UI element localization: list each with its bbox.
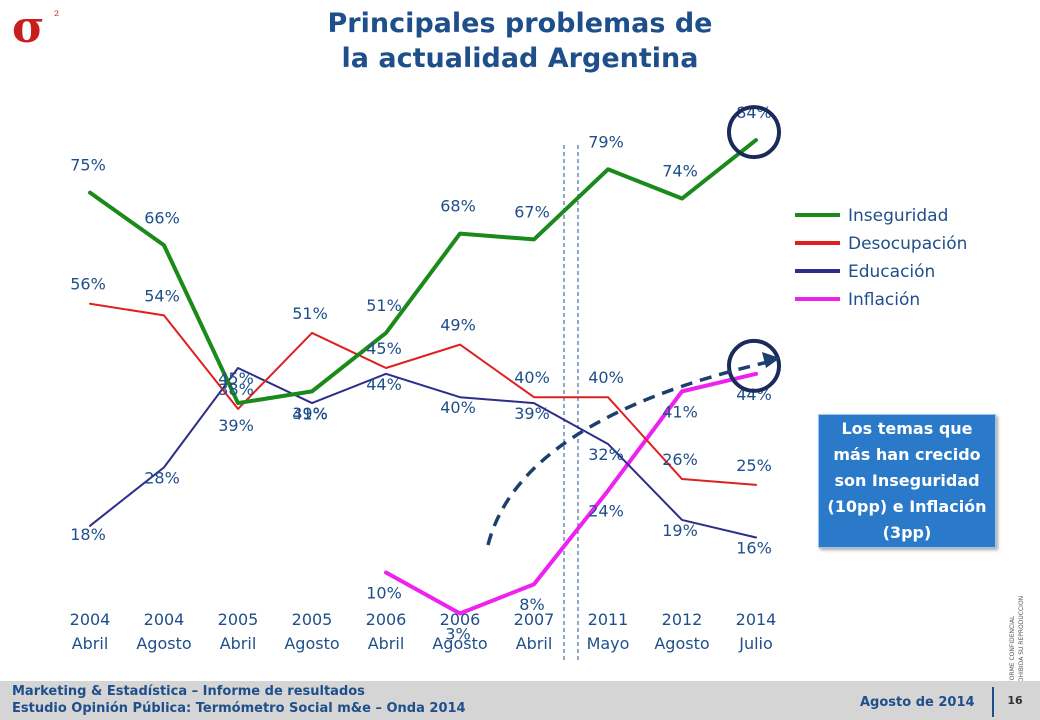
x-tick-year: 2014 <box>736 610 777 629</box>
data-label: 51% <box>366 296 402 315</box>
legend-label-inflación: Inflación <box>848 290 920 310</box>
x-tick-year: 2004 <box>144 610 185 629</box>
legend-label-desocupación: Desocupación <box>848 234 967 254</box>
title-line-2: la actualidad Argentina <box>341 43 699 74</box>
data-label: 75% <box>70 156 106 175</box>
x-tick-year: 2006 <box>366 610 407 629</box>
footer-date: Agosto de 2014 <box>860 695 975 710</box>
footer-divider <box>992 687 994 717</box>
data-label: 40% <box>440 398 476 417</box>
page-number: 16 <box>1007 694 1023 707</box>
data-label: 38% <box>218 380 254 399</box>
page-title: Principales problemas de la actualidad A… <box>240 6 800 76</box>
data-label: 19% <box>662 521 698 540</box>
data-label: 3% <box>445 624 470 643</box>
growth-arrow-head <box>762 352 780 368</box>
title-line-1: Principales problemas de <box>327 8 713 39</box>
data-label: 28% <box>144 468 180 487</box>
x-tick-year: 2012 <box>662 610 703 629</box>
data-label: 39% <box>514 404 550 423</box>
x-tick-year: 2004 <box>70 610 111 629</box>
data-label: 54% <box>144 286 180 305</box>
highlight-circle <box>727 105 781 160</box>
confidential-line-2: PROHIBIDA SU REPRODUCCION <box>1018 595 1025 690</box>
data-label: 45% <box>366 339 402 358</box>
data-label: 66% <box>144 208 180 227</box>
data-label: 51% <box>292 304 328 323</box>
confidential-line-1: INFORME CONFIDENCIAL <box>1009 615 1016 690</box>
series-line-inflación <box>384 371 758 616</box>
x-tick-period: Abril <box>220 634 257 653</box>
series-line-desocupación <box>89 302 757 486</box>
x-tick-year: 2011 <box>588 610 629 629</box>
data-label: 79% <box>588 132 624 151</box>
data-label: 44% <box>366 375 402 394</box>
data-label: 10% <box>366 584 402 603</box>
x-tick-period: Abril <box>72 634 109 653</box>
footer-line-2: Estudio Opinión Pública: Termómetro Soci… <box>12 701 466 716</box>
growth-arrow <box>486 360 769 546</box>
data-label: 41% <box>292 404 328 423</box>
x-tick-period: Abril <box>368 634 405 653</box>
svg-text:²: ² <box>54 9 59 24</box>
data-label: 39% <box>218 416 254 435</box>
data-label: 41% <box>662 402 698 421</box>
data-label: 18% <box>70 525 106 544</box>
data-label: 8% <box>519 595 544 614</box>
data-label: 39% <box>292 404 328 423</box>
data-label: 67% <box>514 202 550 221</box>
x-tick-year: 2005 <box>218 610 259 629</box>
series-line-inseguridad <box>88 138 758 406</box>
data-label: 40% <box>514 368 550 387</box>
data-label: 25% <box>736 456 772 475</box>
highlight-circle <box>727 338 781 393</box>
x-tick-period: Agosto <box>136 634 191 653</box>
data-label: 24% <box>588 502 624 521</box>
x-tick-year: 2007 <box>514 610 555 629</box>
data-label: 68% <box>440 197 476 216</box>
callout-box: Los temas que más han crecido son Insegu… <box>818 414 996 548</box>
legend-label-inseguridad: Inseguridad <box>848 206 948 226</box>
data-label: 26% <box>662 450 698 469</box>
data-label: 45% <box>218 369 254 388</box>
data-label: 56% <box>70 275 106 294</box>
footer-bar <box>0 681 1040 720</box>
line-chart: 2004 Abril 2004 Agosto 2005 Abril 2005 Agosto 20… <box>70 103 967 660</box>
footer-line-1: Marketing & Estadística – Informe de res… <box>12 684 365 699</box>
data-label: 49% <box>440 316 476 335</box>
confidential-note: INFORME CONFIDENCIAL PROHIBIDA SU REPROD… <box>1008 570 1036 690</box>
x-tick-period: Agosto <box>432 634 487 653</box>
data-label: 40% <box>588 368 624 387</box>
x-tick-period: Mayo <box>587 634 630 653</box>
series-line-educación <box>89 367 757 539</box>
x-tick-period: Abril <box>516 634 553 653</box>
x-tick-period: Agosto <box>654 634 709 653</box>
x-tick-period: Julio <box>738 634 773 653</box>
data-label: 16% <box>736 538 772 557</box>
svg-text:σ: σ <box>12 4 44 50</box>
x-tick-year: 2006 <box>440 610 481 629</box>
brand-logo: σ ² <box>12 4 59 50</box>
x-tick-year: 2005 <box>292 610 333 629</box>
data-label: 32% <box>588 445 624 464</box>
x-tick-period: Agosto <box>284 634 339 653</box>
data-label: 74% <box>662 162 698 181</box>
legend-label-educación: Educación <box>848 262 935 282</box>
